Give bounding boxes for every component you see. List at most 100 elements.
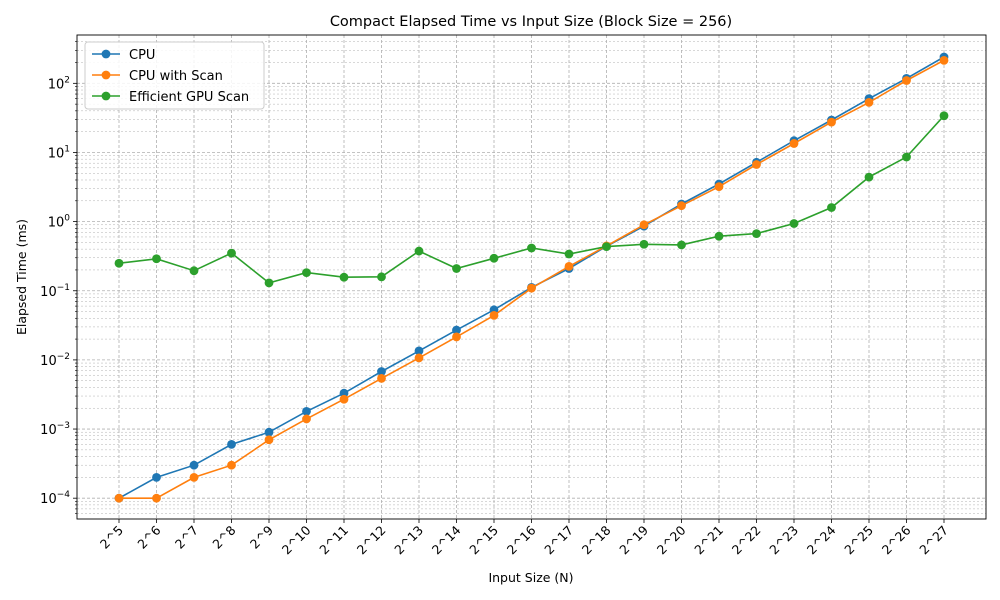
data-point-cpu xyxy=(227,439,236,449)
legend-marker xyxy=(101,49,111,59)
data-point-efficient-gpu-scan xyxy=(864,172,874,182)
x-tick-label: 2^22 xyxy=(729,523,764,558)
data-point-cpu-with-scan xyxy=(414,353,424,363)
legend-label: CPU xyxy=(129,48,155,63)
data-point-cpu-with-scan xyxy=(339,394,349,404)
data-point-cpu-with-scan xyxy=(564,262,574,271)
data-point-cpu-with-scan xyxy=(527,283,536,293)
data-point-cpu-with-scan xyxy=(789,139,799,148)
legend-label: CPU with Scan xyxy=(129,69,223,84)
data-point-efficient-gpu-scan xyxy=(639,239,649,249)
data-point-cpu-with-scan xyxy=(939,55,949,65)
x-tick-label: 2^18 xyxy=(579,522,614,557)
data-point-cpu-with-scan xyxy=(639,220,649,230)
data-point-cpu-with-scan xyxy=(227,460,236,470)
data-point-cpu-with-scan xyxy=(714,182,724,192)
data-point-efficient-gpu-scan xyxy=(189,266,199,276)
x-tick-label: 2^5 xyxy=(97,523,126,552)
data-point-cpu-with-scan xyxy=(114,493,124,503)
x-tick-label: 2^7 xyxy=(172,523,201,552)
data-point-efficient-gpu-scan xyxy=(452,264,461,273)
data-point-cpu-with-scan xyxy=(752,160,761,169)
y-axis-label: Elapsed Time (ms) xyxy=(14,219,29,335)
x-tick-label: 2^24 xyxy=(804,522,839,557)
y-tick-label: 100 xyxy=(48,214,71,231)
plot-frame xyxy=(76,34,987,520)
x-tick-label: 2^27 xyxy=(916,523,951,558)
x-tick-label: 2^20 xyxy=(654,522,689,557)
x-tick-label: 2^16 xyxy=(504,522,539,557)
y-tick-label: 10−4 xyxy=(40,490,70,507)
data-point-cpu-with-scan xyxy=(302,414,311,424)
data-point-efficient-gpu-scan xyxy=(827,203,836,212)
data-point-efficient-gpu-scan xyxy=(339,272,349,282)
legend-marker xyxy=(101,91,111,101)
data-point-efficient-gpu-scan xyxy=(114,258,124,268)
x-tick-label: 2^25 xyxy=(841,523,876,558)
x-tick-label: 2^12 xyxy=(354,523,389,558)
x-tick-label: 2^8 xyxy=(209,522,238,551)
data-point-cpu-with-scan xyxy=(452,332,461,342)
x-tick-label: 2^11 xyxy=(316,523,351,558)
data-point-efficient-gpu-scan xyxy=(677,240,686,250)
data-point-efficient-gpu-scan xyxy=(939,111,949,121)
y-tick-label: 10−1 xyxy=(40,283,70,300)
x-tick-label: 2^21 xyxy=(691,523,726,558)
data-point-efficient-gpu-scan xyxy=(152,254,161,264)
y-tick-label: 10−2 xyxy=(40,352,70,369)
data-point-cpu xyxy=(189,460,199,470)
data-point-cpu xyxy=(264,427,274,437)
data-point-efficient-gpu-scan xyxy=(302,268,311,278)
data-point-cpu-with-scan xyxy=(189,472,199,482)
data-point-efficient-gpu-scan xyxy=(902,152,911,162)
data-point-cpu xyxy=(302,406,311,416)
data-point-efficient-gpu-scan xyxy=(564,249,574,259)
y-axis-ticks: 10−4 10−3 10−2 10−1 100 101 102 xyxy=(40,41,77,514)
data-point-cpu-with-scan xyxy=(264,435,274,445)
data-point-efficient-gpu-scan xyxy=(602,242,611,252)
data-point-efficient-gpu-scan xyxy=(377,272,386,282)
data-point-cpu-with-scan xyxy=(864,97,874,107)
data-point-cpu-with-scan xyxy=(827,117,836,127)
x-tick-label: 2^10 xyxy=(279,522,314,557)
y-tick-label: 101 xyxy=(48,144,70,161)
data-point-efficient-gpu-scan xyxy=(264,278,274,288)
legend-label: Efficient GPU Scan xyxy=(129,90,249,105)
data-point-cpu-with-scan xyxy=(152,493,161,503)
x-tick-label: 2^19 xyxy=(616,522,651,557)
data-point-efficient-gpu-scan xyxy=(527,243,536,253)
legend: CPU CPU with Scan Efficient GPU Scan xyxy=(84,41,265,110)
data-point-cpu xyxy=(452,325,461,335)
legend-marker xyxy=(101,70,111,80)
data-point-cpu xyxy=(414,346,424,356)
x-tick-label: 2^15 xyxy=(466,523,501,558)
x-tick-label: 2^23 xyxy=(766,523,801,558)
y-tick-label: 10−3 xyxy=(40,421,70,438)
x-tick-label: 2^14 xyxy=(429,522,464,557)
data-point-efficient-gpu-scan xyxy=(714,231,724,241)
data-point-efficient-gpu-scan xyxy=(414,246,424,256)
data-point-cpu-with-scan xyxy=(677,201,686,211)
x-tick-label: 2^26 xyxy=(879,522,914,557)
data-point-efficient-gpu-scan xyxy=(789,219,799,228)
data-point-efficient-gpu-scan xyxy=(489,253,499,263)
x-tick-label: 2^17 xyxy=(541,523,576,558)
data-point-cpu xyxy=(339,388,349,398)
x-tick-label: 2^9 xyxy=(247,522,276,551)
x-axis-ticks: 2^5 2^6 2^7 2^8 2^9 2^10 2^11 2^12 2^13 2^14 2^15 2… xyxy=(97,519,951,557)
data-point-efficient-gpu-scan xyxy=(752,229,761,239)
legend-box xyxy=(84,41,265,110)
data-point-cpu-with-scan xyxy=(489,311,499,320)
data-point-efficient-gpu-scan xyxy=(227,248,236,258)
data-point-cpu-with-scan xyxy=(377,374,386,383)
y-tick-label: 102 xyxy=(48,75,70,92)
x-tick-label: 2^6 xyxy=(134,522,163,551)
x-tick-label: 2^13 xyxy=(391,523,426,558)
series-group xyxy=(114,52,949,503)
x-axis-label: Input Size (N) xyxy=(488,570,573,585)
data-point-cpu xyxy=(377,367,386,376)
data-point-cpu xyxy=(152,472,161,482)
data-point-cpu-with-scan xyxy=(902,76,911,85)
chart-title: Compact Elapsed Time vs Input Size (Bloc… xyxy=(330,14,732,30)
